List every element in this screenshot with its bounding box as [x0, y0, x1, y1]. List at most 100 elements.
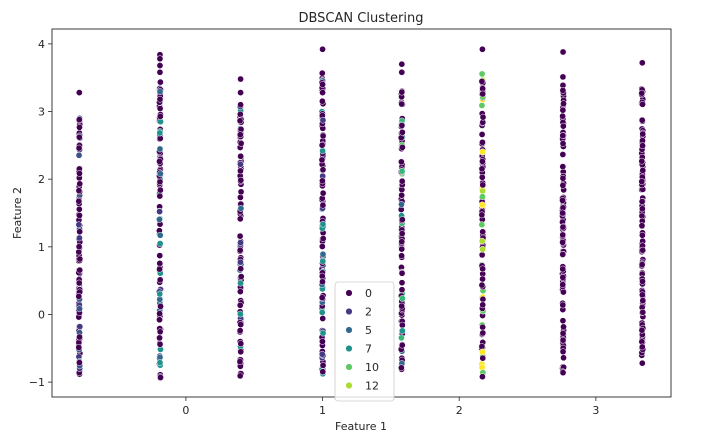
data-point [560, 288, 567, 296]
data-point [639, 142, 646, 150]
data-point [398, 286, 406, 294]
data-point [398, 321, 406, 329]
x-tick-label: 2 [456, 404, 463, 417]
strip-7 [638, 59, 647, 367]
data-point [319, 315, 327, 322]
data-point [559, 106, 567, 114]
data-point [319, 250, 327, 258]
data-point [479, 301, 487, 309]
data-point [236, 372, 244, 380]
y-axis-label: Feature 2 [11, 187, 24, 239]
data-point [236, 131, 244, 139]
data-point [559, 348, 567, 356]
legend-marker [345, 289, 353, 297]
data-point [237, 205, 245, 212]
data-point [479, 45, 486, 53]
data-point [319, 97, 326, 105]
data-point [157, 186, 164, 194]
data-point [559, 251, 567, 258]
data-point [478, 211, 486, 219]
data-point [479, 193, 486, 200]
data-point [638, 157, 646, 165]
data-point [398, 177, 406, 185]
data-point [237, 188, 245, 196]
data-point [156, 62, 164, 69]
data-point [75, 293, 83, 300]
data-point [237, 279, 244, 287]
data-point [398, 302, 405, 310]
data-point [75, 197, 83, 205]
data-point [318, 272, 326, 280]
legend-label: 12 [365, 380, 379, 393]
data-point [479, 113, 487, 121]
data-point [479, 373, 486, 381]
data-point [236, 358, 244, 365]
data-point [398, 88, 406, 96]
data-point [76, 266, 84, 274]
data-point [156, 328, 164, 336]
data-point [559, 231, 567, 239]
data-point [75, 116, 83, 124]
legend-label: 2 [365, 306, 372, 319]
data-point [479, 228, 487, 236]
strip-3 [318, 45, 327, 378]
legend-marker [345, 363, 353, 371]
data-point [398, 100, 406, 108]
y-tick-label: −1 [29, 376, 45, 389]
y-tick-label: 1 [38, 241, 45, 254]
data-point [559, 122, 567, 130]
data-point [398, 334, 405, 342]
x-tick-label: 1 [319, 404, 326, 417]
legend-marker [345, 344, 353, 353]
data-point [478, 251, 486, 259]
data-point [75, 144, 83, 152]
data-point [479, 181, 487, 189]
data-point [319, 189, 327, 197]
data-point [156, 105, 164, 112]
data-point [156, 359, 164, 367]
data-point [156, 340, 164, 348]
data-point [479, 265, 486, 273]
data-point [76, 123, 83, 131]
legend-entry: 2 [345, 306, 372, 319]
data-point [319, 338, 326, 345]
data-point [319, 278, 326, 286]
data-point [156, 231, 164, 239]
data-point [157, 374, 164, 381]
data-point [398, 230, 406, 237]
data-point [319, 235, 327, 242]
data-point [237, 258, 244, 266]
data-point [237, 75, 244, 83]
data-point [478, 237, 486, 245]
data-point [559, 274, 567, 281]
data-point [398, 238, 406, 246]
data-point [156, 68, 164, 76]
data-point [319, 362, 327, 369]
data-point [75, 133, 83, 141]
data-point [318, 243, 326, 250]
data-point [156, 129, 164, 137]
data-point [156, 88, 164, 95]
data-point [560, 323, 567, 331]
data-point [76, 228, 84, 236]
points-layer [75, 45, 647, 382]
data-point [319, 89, 326, 96]
data-point [638, 59, 646, 67]
data-point [478, 131, 486, 138]
data-point [559, 182, 567, 189]
data-point [559, 87, 567, 94]
data-point [399, 327, 406, 335]
data-point [236, 327, 244, 334]
data-point [559, 336, 567, 344]
data-point [236, 215, 244, 223]
data-point [236, 301, 244, 309]
data-point [399, 144, 406, 151]
data-point [478, 102, 486, 109]
data-point [559, 317, 567, 325]
data-point [559, 330, 567, 337]
data-point [75, 89, 83, 96]
data-point [156, 334, 163, 342]
legend-label: 0 [365, 287, 372, 300]
data-point [76, 180, 84, 188]
data-point [638, 222, 646, 229]
